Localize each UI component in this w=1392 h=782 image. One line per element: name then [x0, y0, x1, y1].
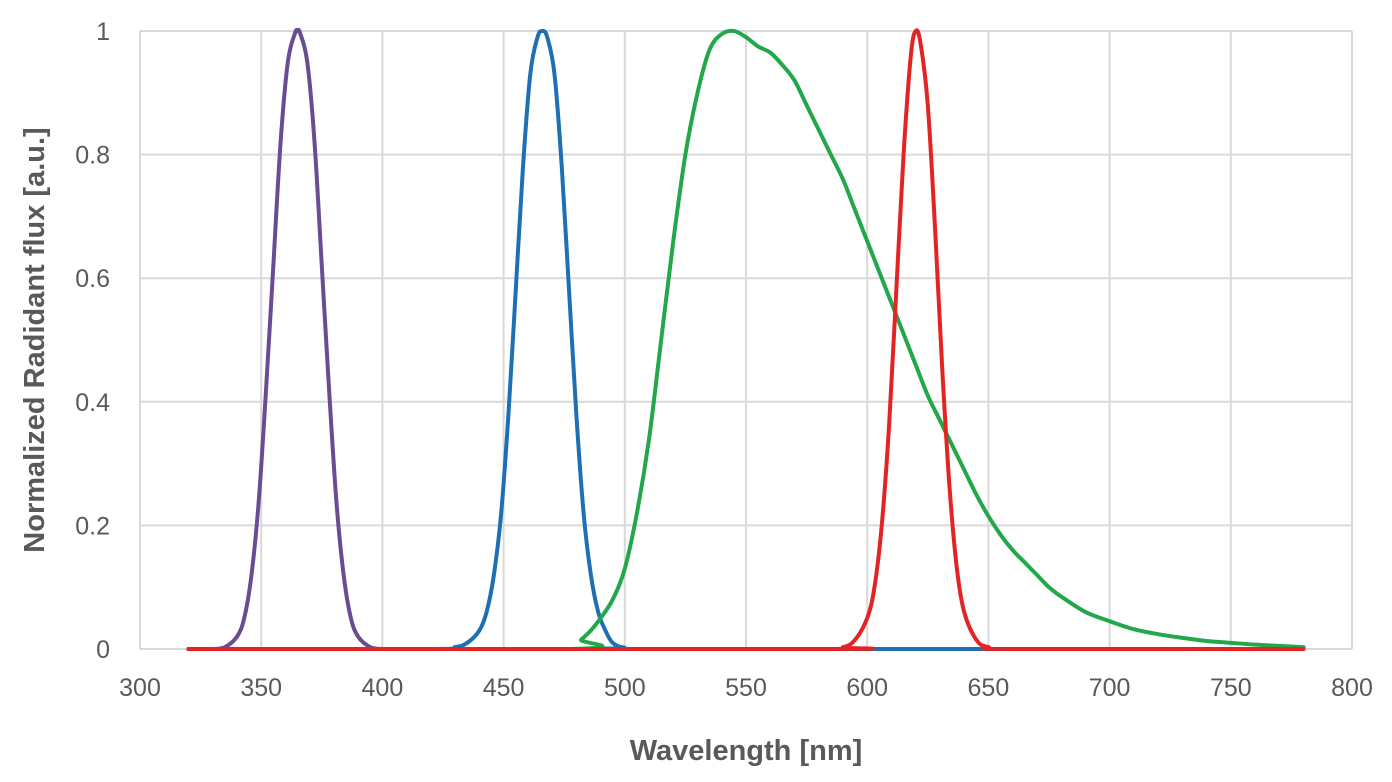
y-tick-label: 0.8 [75, 142, 110, 170]
y-tick-label: 0.4 [75, 389, 110, 417]
y-tick-label: 0.2 [75, 512, 110, 540]
x-tick-label: 300 [119, 674, 161, 702]
x-axis-title: Wavelength [nm] [630, 735, 863, 767]
x-tick-label: 700 [1089, 674, 1131, 702]
green-series-line [186, 28, 1306, 652]
x-axis-ticks: 300 350 400 450 500 550 600 650 700 750 800 [119, 674, 1373, 702]
y-tick-label: 0.6 [75, 265, 110, 293]
y-axis-title: Normalized Radidant flux [a.u.] [19, 127, 51, 552]
series-group [186, 27, 1306, 652]
x-tick-label: 650 [968, 674, 1010, 702]
red-series-line [186, 28, 1306, 652]
x-tick-label: 350 [240, 674, 282, 702]
y-tick-label: 1 [96, 18, 110, 46]
x-tick-label: 500 [604, 674, 646, 702]
grid [139, 30, 1353, 650]
y-tick-label: 0 [96, 636, 110, 664]
x-tick-label: 400 [362, 674, 404, 702]
x-tick-label: 450 [483, 674, 525, 702]
x-tick-label: 800 [1331, 674, 1373, 702]
x-tick-label: 550 [725, 674, 767, 702]
blue-series-line [186, 28, 1306, 652]
x-tick-label: 600 [846, 674, 888, 702]
x-tick-label: 750 [1210, 674, 1252, 702]
y-axis-ticks: 0 0.2 0.4 0.6 0.8 1 [75, 18, 110, 664]
